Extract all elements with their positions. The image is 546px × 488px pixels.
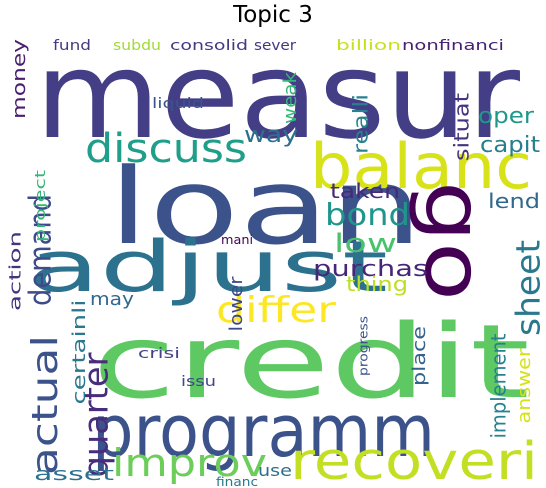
word-improv: improv (112, 441, 267, 485)
word-differ: differ (216, 290, 336, 331)
word-consolid: consolid (170, 38, 248, 54)
word-taken: taken (330, 179, 400, 203)
word-action: action (6, 231, 25, 311)
word-way: way (244, 123, 298, 148)
word-sheet: sheet (509, 240, 546, 336)
word-capit: capit (480, 133, 540, 158)
word-actual: actual (25, 335, 66, 475)
word-realli: realli (349, 94, 373, 154)
word-low: low (334, 229, 397, 259)
word-fund: fund (53, 38, 91, 54)
word-go: go (407, 181, 500, 301)
word-crisi: crisi (138, 346, 180, 362)
word-discuss: discuss (85, 126, 247, 172)
word-place: place (409, 326, 430, 386)
word-credit: credit (92, 303, 530, 422)
word-loan: loan (108, 146, 423, 268)
word-situat: situat (450, 93, 474, 161)
word-purchas: purchas (313, 257, 428, 282)
word-money: money (9, 39, 30, 119)
word-subdu: subdu (113, 38, 161, 54)
word-bond: bond (325, 198, 410, 233)
word-quarter: quarter (77, 352, 117, 477)
word-mani: mani (221, 233, 253, 247)
word-certainli: certainli (69, 300, 90, 405)
word-lend: lend (488, 189, 540, 213)
word-implement: implement (487, 333, 511, 438)
word-sever: sever (254, 38, 296, 54)
word-adjust: adjust (28, 226, 388, 308)
word-oper: oper (478, 104, 535, 129)
word-answer: answer (514, 348, 535, 424)
word-project: project (33, 169, 49, 242)
word-recoveri: recoveri (290, 432, 538, 488)
word-billion: billion (336, 38, 401, 54)
word-measur: measur (35, 27, 521, 166)
word-weak: weak (280, 71, 301, 124)
word-financ: financ (216, 475, 258, 488)
word-lower: lower (226, 276, 247, 332)
word-use: use (258, 461, 292, 480)
word-thing: thing (346, 272, 408, 296)
word-progress: progress (357, 316, 371, 376)
chart-title: Topic 3 (233, 2, 313, 28)
word-issu: issu (181, 374, 216, 390)
word-may: may (90, 289, 134, 310)
word-programm: programm (92, 389, 435, 473)
word-asset: asset (34, 464, 114, 485)
word-liquid: liquid (152, 96, 204, 112)
word-nonfinanci: nonfinanci (402, 38, 504, 54)
word-balanc: balanc (310, 130, 532, 203)
word-demand: demand (24, 194, 59, 306)
